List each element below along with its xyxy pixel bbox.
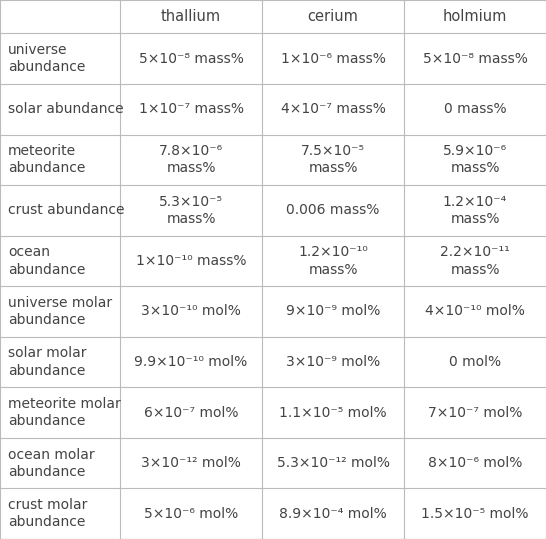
Text: 1.1×10⁻⁵ mol%: 1.1×10⁻⁵ mol%	[279, 406, 387, 419]
Text: ocean
abundance: ocean abundance	[8, 245, 86, 277]
Text: 0 mass%: 0 mass%	[444, 102, 506, 116]
Text: 1×10⁻⁶ mass%: 1×10⁻⁶ mass%	[281, 52, 385, 66]
Text: 4×10⁻⁷ mass%: 4×10⁻⁷ mass%	[281, 102, 385, 116]
Text: 5.3×10⁻¹² mol%: 5.3×10⁻¹² mol%	[277, 456, 389, 470]
Text: crust abundance: crust abundance	[8, 203, 124, 217]
Text: 0.006 mass%: 0.006 mass%	[286, 203, 380, 217]
Text: holmium: holmium	[443, 9, 507, 24]
Text: 8×10⁻⁶ mol%: 8×10⁻⁶ mol%	[428, 456, 522, 470]
Text: 3×10⁻¹² mol%: 3×10⁻¹² mol%	[141, 456, 241, 470]
Text: meteorite molar
abundance: meteorite molar abundance	[8, 397, 121, 429]
Text: ocean molar
abundance: ocean molar abundance	[8, 447, 95, 479]
Text: 4×10⁻¹⁰ mol%: 4×10⁻¹⁰ mol%	[425, 305, 525, 319]
Text: 1.5×10⁻⁵ mol%: 1.5×10⁻⁵ mol%	[422, 507, 529, 521]
Text: 1×10⁻⁷ mass%: 1×10⁻⁷ mass%	[139, 102, 244, 116]
Text: cerium: cerium	[307, 9, 359, 24]
Text: 3×10⁻⁹ mol%: 3×10⁻⁹ mol%	[286, 355, 380, 369]
Text: 1.2×10⁻¹⁰
mass%: 1.2×10⁻¹⁰ mass%	[298, 245, 368, 277]
Text: 0 mol%: 0 mol%	[449, 355, 501, 369]
Text: 5×10⁻⁶ mol%: 5×10⁻⁶ mol%	[144, 507, 238, 521]
Text: 6×10⁻⁷ mol%: 6×10⁻⁷ mol%	[144, 406, 239, 419]
Text: universe
abundance: universe abundance	[8, 43, 86, 74]
Text: 7.8×10⁻⁶
mass%: 7.8×10⁻⁶ mass%	[159, 144, 223, 176]
Text: 7.5×10⁻⁵
mass%: 7.5×10⁻⁵ mass%	[301, 144, 365, 176]
Text: universe molar
abundance: universe molar abundance	[8, 296, 112, 327]
Text: thallium: thallium	[161, 9, 221, 24]
Text: 9.9×10⁻¹⁰ mol%: 9.9×10⁻¹⁰ mol%	[134, 355, 248, 369]
Text: 3×10⁻¹⁰ mol%: 3×10⁻¹⁰ mol%	[141, 305, 241, 319]
Text: solar abundance: solar abundance	[8, 102, 124, 116]
Text: solar molar
abundance: solar molar abundance	[8, 347, 87, 378]
Text: meteorite
abundance: meteorite abundance	[8, 144, 86, 176]
Text: 2.2×10⁻¹¹
mass%: 2.2×10⁻¹¹ mass%	[440, 245, 510, 277]
Text: 1×10⁻¹⁰ mass%: 1×10⁻¹⁰ mass%	[136, 254, 246, 268]
Text: 8.9×10⁻⁴ mol%: 8.9×10⁻⁴ mol%	[279, 507, 387, 521]
Text: 5.9×10⁻⁶
mass%: 5.9×10⁻⁶ mass%	[443, 144, 507, 176]
Text: 7×10⁻⁷ mol%: 7×10⁻⁷ mol%	[428, 406, 522, 419]
Text: 5×10⁻⁸ mass%: 5×10⁻⁸ mass%	[139, 52, 244, 66]
Text: 5×10⁻⁸ mass%: 5×10⁻⁸ mass%	[423, 52, 527, 66]
Text: crust molar
abundance: crust molar abundance	[8, 498, 87, 529]
Text: 5.3×10⁻⁵
mass%: 5.3×10⁻⁵ mass%	[159, 195, 223, 226]
Text: 9×10⁻⁹ mol%: 9×10⁻⁹ mol%	[286, 305, 380, 319]
Text: 1.2×10⁻⁴
mass%: 1.2×10⁻⁴ mass%	[443, 195, 507, 226]
